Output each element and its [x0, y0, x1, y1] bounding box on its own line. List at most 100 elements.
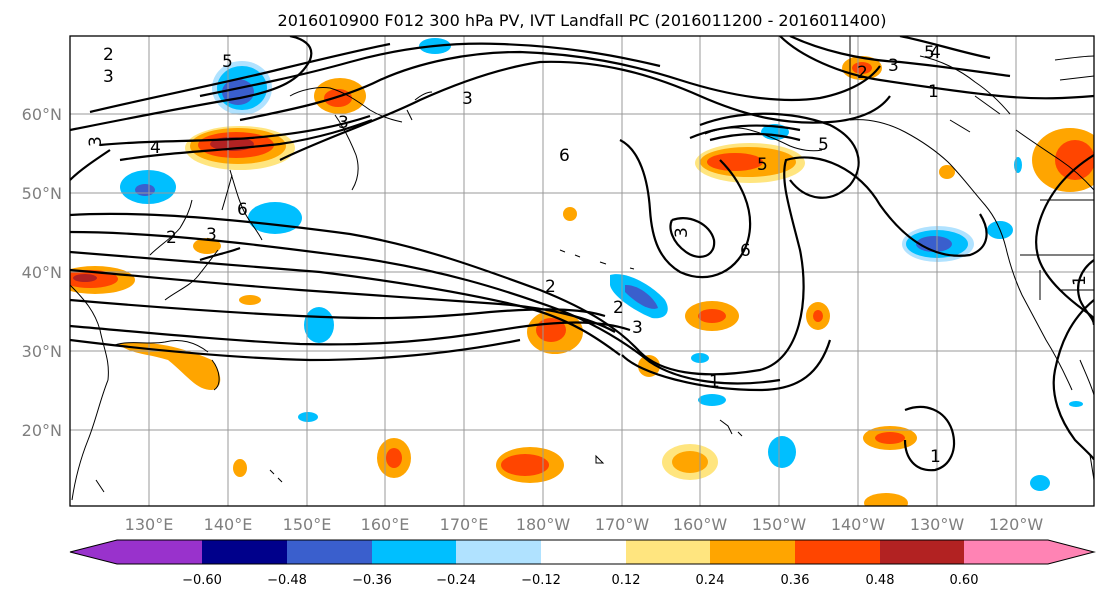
- positive-anomaly: [698, 309, 726, 323]
- lon-label-150w: 150°W: [752, 515, 807, 534]
- contour-label: 3: [86, 136, 106, 147]
- contour-label: 3: [672, 227, 692, 238]
- colorbar-segment: [964, 540, 1048, 564]
- lon-label-170e: 170°E: [440, 515, 489, 534]
- colorbar-segment: [880, 540, 964, 564]
- colorbar-outline: [69, 539, 1096, 565]
- positive-anomaly: [193, 238, 221, 254]
- colorbar-segment: [117, 540, 202, 564]
- negative-anomaly: [135, 184, 155, 196]
- negative-anomaly: [298, 412, 318, 422]
- contour-label: 5: [818, 135, 829, 155]
- colorbar-tick: 0.36: [781, 573, 810, 588]
- colorbar: −0.60 −0.48 −0.36 −0.24 −0.12 0.12 0.24 …: [69, 539, 1096, 588]
- lon-label-130w: 130°W: [910, 515, 965, 534]
- negative-anomaly: [768, 436, 796, 468]
- colorbar-segment: [541, 540, 626, 564]
- contour-label: 3: [632, 318, 643, 338]
- colorbar-segment: [202, 540, 287, 564]
- lon-label-120w: 120°W: [989, 515, 1044, 534]
- lon-label-150e: 150°E: [283, 515, 332, 534]
- contour-label: 3: [462, 89, 473, 109]
- contour-label: 2: [545, 277, 556, 297]
- contour-label: 2: [166, 228, 177, 248]
- contour-label: 4: [150, 138, 161, 158]
- positive-anomaly: [707, 153, 763, 171]
- colorbar-tick: −0.12: [521, 573, 561, 588]
- lat-label-50n: 50°N: [22, 184, 62, 203]
- contour-label: 1: [930, 447, 941, 467]
- colorbar-tick: 0.48: [866, 573, 895, 588]
- contour-label: 3: [888, 56, 899, 76]
- colorbar-tick: 0.12: [612, 573, 641, 588]
- map-panel: 2 3 5 3 4 3 6 5 6 3 2 2 1 3 5 2 3 4 5 6 …: [70, 36, 1094, 506]
- pv-contours: [70, 36, 1094, 472]
- lat-label-20n: 20°N: [22, 421, 62, 440]
- longitude-labels: 130°E 140°E 150°E 160°E 170°E 180°W 170°…: [125, 515, 1044, 534]
- lon-label-170w: 170°W: [595, 515, 650, 534]
- contour-label: 6: [237, 200, 248, 220]
- contour-label: 3: [206, 225, 217, 245]
- map-frame: [69, 35, 1095, 507]
- colorbar-segment: [710, 540, 795, 564]
- negative-anomaly: [625, 284, 658, 309]
- contour-label: 1: [709, 372, 720, 392]
- contour-label: 2: [857, 63, 868, 83]
- lat-label-30n: 30°N: [22, 342, 62, 361]
- lon-label-160w: 160°W: [673, 515, 728, 534]
- colorbar-tick: 0.60: [950, 573, 979, 588]
- contour-labels: 2 3 5 3 4 3 6 5 6 3 2 2 1 3 5 2 3 4 5 6 …: [86, 43, 1090, 467]
- colorbar-tick: −0.24: [436, 573, 476, 588]
- positive-anomaly: [875, 432, 905, 444]
- contour-label: 1: [928, 82, 939, 102]
- positive-anomaly: [864, 493, 908, 506]
- positive-anomaly: [1055, 140, 1094, 180]
- colorbar-segment: [795, 540, 880, 564]
- lat-label-40n: 40°N: [22, 263, 62, 282]
- negative-anomaly: [248, 202, 302, 234]
- contour-label: 5: [924, 43, 935, 63]
- negative-anomaly: [1014, 157, 1022, 173]
- contour-label: 5: [757, 155, 768, 175]
- positive-anomaly: [233, 459, 247, 477]
- colorbar-tick: −0.48: [267, 573, 307, 588]
- contour-label: 6: [740, 241, 751, 261]
- colorbar-extend-high: [1048, 540, 1094, 564]
- colorbar-extend-low: [70, 540, 117, 564]
- negative-anomaly: [304, 307, 334, 343]
- negative-anomaly: [1069, 401, 1083, 407]
- lon-label-130e: 130°E: [125, 515, 174, 534]
- graticule: [70, 36, 1094, 506]
- lon-label-140w: 140°W: [831, 515, 886, 534]
- negative-anomaly: [698, 394, 726, 406]
- contour-label: 3: [338, 113, 349, 133]
- contour-label: 3: [103, 67, 114, 87]
- positive-anomaly: [852, 62, 872, 74]
- shading-layer: [70, 38, 1094, 506]
- positive-anomaly: [536, 318, 566, 342]
- positive-anomaly: [386, 448, 402, 468]
- contour-label: 2: [103, 45, 114, 65]
- latitude-labels: 60°N 50°N 40°N 30°N 20°N: [22, 105, 62, 440]
- colorbar-segment: [626, 540, 710, 564]
- lon-label-180w: 180°W: [516, 515, 571, 534]
- positive-anomaly: [73, 274, 97, 282]
- contour-label: 6: [559, 146, 570, 166]
- colorbar-tick: −0.60: [182, 573, 222, 588]
- contour-label: 4: [930, 43, 941, 63]
- positive-anomaly: [813, 310, 823, 322]
- colorbar-segment: [287, 540, 372, 564]
- contour-label: 5: [222, 52, 233, 72]
- positive-anomaly: [324, 89, 352, 107]
- colorbar-segment: [456, 540, 541, 564]
- figure-title: 2016010900 F012 300 hPa PV, IVT Landfall…: [278, 11, 887, 30]
- positive-anomaly: [939, 165, 955, 179]
- colorbar-tick: 0.24: [696, 573, 725, 588]
- contour-label: 2: [613, 298, 624, 318]
- colorbar-segment: [372, 540, 456, 564]
- positive-anomaly: [638, 355, 660, 377]
- positive-anomaly: [563, 207, 577, 221]
- coastlines: [70, 36, 1094, 501]
- positive-anomaly: [239, 295, 261, 305]
